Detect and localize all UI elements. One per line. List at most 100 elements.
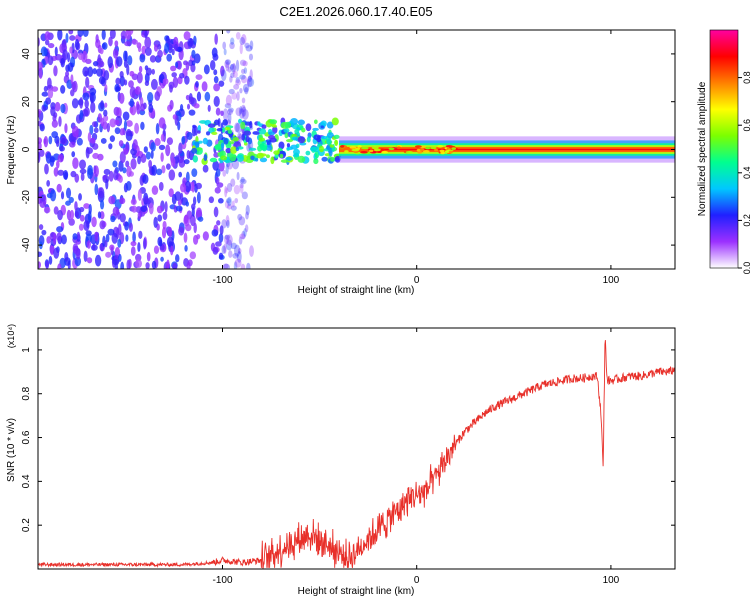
spectrogram-noise-cell [41,229,47,236]
spectrogram-onset-cell [326,138,332,145]
spectrogram-noise-cell [93,127,99,134]
spectrogram-band-peak [360,150,368,154]
spectrogram-noise-cell [166,53,172,62]
spectrogram-y-tick-label: 20 [21,96,32,108]
spectrogram-noise-cell [135,206,143,213]
spectrogram-noise-cell [196,207,202,218]
spectrogram-noise-cell [160,152,164,162]
spectrogram-noise-cell [145,262,150,269]
spectrogram-noise-cell [109,135,115,142]
spectrogram-noise-cell [125,234,129,242]
spectrogram-noise-cell [82,30,89,37]
spectrogram-noise-cell [75,248,81,260]
spectrogram-noise-cell [76,137,83,146]
spectrogram-noise-cell [38,251,43,258]
spectrogram-onset-cell [220,155,228,161]
spectrogram-noise-cell [46,236,51,244]
spectrogram-noise-cell [88,203,92,215]
spectrogram-noise-cell [122,111,130,121]
spectrogram-noise-cell [201,81,208,92]
spectrogram-noise-cell [240,176,245,183]
spectrogram-noise-cell [229,42,235,50]
spectrogram-band-peak [351,148,360,152]
spectrogram-noise-cell [124,41,131,47]
spectrogram-noise-cell [178,171,183,178]
snr-y-tick-label: 0.4 [21,474,32,488]
spectrogram-noise-cell [233,184,241,195]
spectrogram-noise-cell [243,67,248,75]
spectrogram-noise-cell [79,168,87,174]
spectrogram-band-peak [357,145,362,148]
spectrogram-noise-cell [238,216,246,226]
spectrogram-noise-cell [43,85,48,92]
spectrogram-onset-cell [297,136,306,144]
spectrogram-y-label: Frequency (Hz) [6,116,17,185]
spectrogram-noise-cell [157,49,163,58]
spectrogram-noise-cell [196,191,201,204]
spectrogram-noise-cell [170,65,177,72]
spectrogram-noise-cell [45,260,50,269]
spectrogram-noise-cell [101,30,106,40]
spectrogram-noise-cell [228,88,235,95]
spectrogram-noise-cell [38,224,44,230]
spectrogram-noise-cell [222,263,229,269]
spectrogram-noise-cell [191,60,196,66]
spectrogram-noise-cell [196,91,202,102]
spectrogram-noise-cell [68,196,74,204]
spectrogram-noise-cell [187,37,194,47]
spectrogram-noise-cell [172,114,177,120]
spectrogram-noise-cell [84,99,89,109]
spectrogram-onset-cell [329,144,335,148]
spectrogram-noise-cell [132,231,136,243]
spectrogram-noise-cell [78,223,84,231]
spectrogram-noise-cell [194,125,198,136]
spectrogram-noise-cell [174,155,180,164]
spectrogram-onset-cell [216,127,223,132]
spectrogram-noise-cell [213,96,220,107]
spectrogram-noise-cell [114,127,121,135]
spectrogram-x-tick-label: 0 [414,275,420,286]
spectrogram-noise-cell [241,68,246,74]
spectrogram-noise-cell [186,131,193,140]
spectrogram-noise-cell [71,98,79,109]
colorbar-gradient [709,29,739,269]
spectrogram-noise-cell [226,161,233,170]
spectrogram-onset-cell [280,159,289,163]
spectrogram-noise-cell [227,66,232,73]
spectrogram-noise-cell [57,30,63,41]
spectrogram-band-peak [344,150,349,153]
spectrogram-noise-cell [239,184,244,194]
spectrogram-onset-cell [195,147,203,151]
spectrogram-noise-cell [77,52,84,61]
spectrogram-noise-cell [225,61,230,72]
spectrogram-onset-cell [207,123,216,128]
spectrogram-onset-cell [319,145,325,153]
spectrogram-noise-cell [184,214,189,224]
spectrogram-noise-cell [45,97,52,105]
spectrogram-noise-cell [149,55,157,63]
spectrogram-onset-cell [258,128,267,135]
spectrogram-noise-cell [126,165,132,178]
spectrogram-noise-cell [215,241,222,247]
spectrogram-noise-cell [249,40,254,50]
spectrogram-noise-cell [94,254,102,267]
spectrogram-noise-cell [79,206,85,213]
colorbar-tick-label: 0.0 [742,262,750,275]
spectrogram-onset-cell [290,144,298,150]
spectrogram-noise-cell [45,152,52,164]
spectrogram-noise-cell [99,47,104,55]
spectrogram-noise-cell [103,114,109,122]
spectrogram-noise-cell [223,263,231,269]
spectrogram-noise-cell [56,160,60,169]
spectrogram-noise-cell [235,79,241,86]
spectrogram-noise-cell [68,218,75,226]
spectrogram-onset-cell [297,155,306,163]
spectrogram-band-peak [437,145,444,148]
spectrogram-noise-cell [221,69,227,82]
spectrogram-noise-cell [87,168,94,180]
spectrogram-noise-cell [92,143,99,150]
spectrogram-onset-cell [230,146,238,155]
spectrogram-noise-cell [39,123,45,132]
spectrogram-noise-cell [74,256,82,267]
spectrogram-noise-cell [207,104,211,112]
